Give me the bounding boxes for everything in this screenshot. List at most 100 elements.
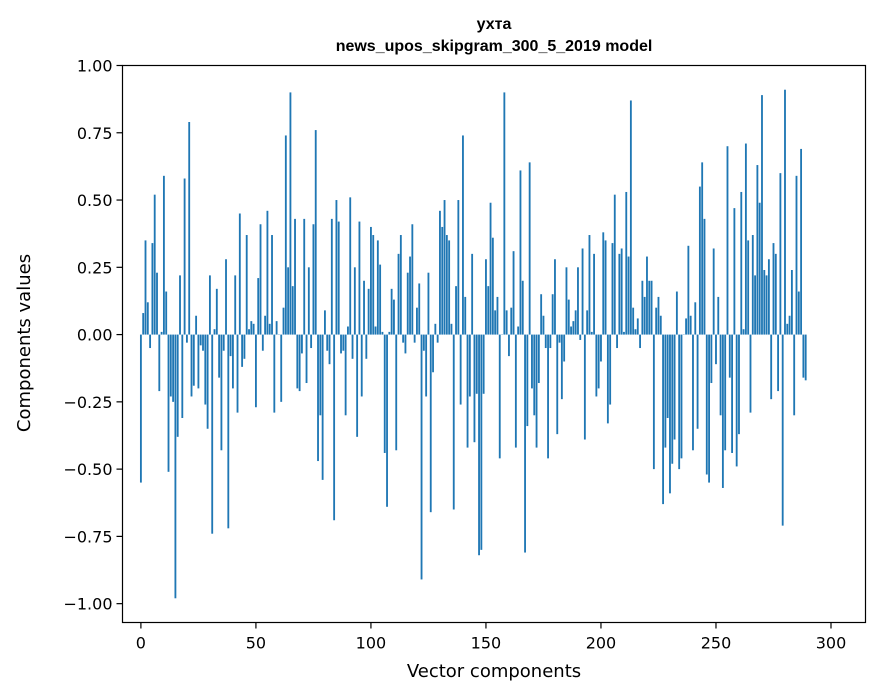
bar-289 xyxy=(804,334,807,381)
bar-84 xyxy=(333,334,336,521)
bar-58 xyxy=(273,334,276,413)
chart-title: ухта xyxy=(477,16,512,33)
bar-156 xyxy=(498,334,501,459)
bars-group xyxy=(139,89,807,599)
bar-123 xyxy=(422,334,425,351)
bar-207 xyxy=(616,334,618,349)
bar-68 xyxy=(296,334,299,389)
y-tick-label: −0.50 xyxy=(63,460,112,479)
bar-280 xyxy=(784,89,786,335)
bar-65 xyxy=(289,92,292,335)
bar-42 xyxy=(236,334,239,413)
bar-154 xyxy=(494,310,497,335)
bar-62 xyxy=(282,307,285,335)
bar-176 xyxy=(544,334,547,349)
bar-259 xyxy=(735,334,738,467)
bar-228 xyxy=(664,334,667,448)
bar-237 xyxy=(685,318,687,335)
bar-63 xyxy=(284,135,287,335)
bar-199 xyxy=(597,334,600,389)
bar-32 xyxy=(213,329,216,335)
bar-185 xyxy=(565,267,568,335)
bar-6 xyxy=(153,194,156,335)
bar-183 xyxy=(560,334,563,400)
bar-160 xyxy=(508,334,510,357)
bar-61 xyxy=(280,334,283,402)
bar-73 xyxy=(307,267,310,335)
bar-28 xyxy=(204,334,207,405)
bar-113 xyxy=(399,235,402,335)
x-axis-label: Vector components xyxy=(407,661,581,682)
bar-196 xyxy=(590,331,593,335)
bar-103 xyxy=(376,240,379,335)
bar-152 xyxy=(489,202,492,335)
bar-205 xyxy=(611,243,614,335)
bar-129 xyxy=(436,334,439,343)
bar-192 xyxy=(581,248,584,335)
bar-0 xyxy=(139,334,142,483)
bar-66 xyxy=(291,286,294,335)
bar-37 xyxy=(225,259,227,335)
bar-189 xyxy=(574,310,577,335)
bar-177 xyxy=(547,334,549,459)
bar-193 xyxy=(583,334,586,440)
bar-92 xyxy=(351,334,354,359)
bar-98 xyxy=(365,334,368,359)
bar-210 xyxy=(623,331,625,335)
bar-5 xyxy=(151,243,154,335)
bar-278 xyxy=(779,173,782,335)
bar-96 xyxy=(360,334,363,397)
bar-212 xyxy=(627,256,630,335)
bar-216 xyxy=(636,318,639,335)
bar-119 xyxy=(413,334,416,343)
bar-178 xyxy=(549,334,552,349)
bar-248 xyxy=(710,334,713,384)
bar-230 xyxy=(669,334,671,494)
plot-frame xyxy=(121,64,867,624)
bar-131 xyxy=(441,226,444,335)
bar-287 xyxy=(800,148,803,335)
bar-194 xyxy=(586,310,589,335)
bar-234 xyxy=(678,334,681,470)
bar-2 xyxy=(144,240,147,335)
bar-262 xyxy=(742,329,745,335)
bar-31 xyxy=(211,334,214,534)
bar-36 xyxy=(222,334,225,351)
bar-279 xyxy=(781,334,784,526)
bar-264 xyxy=(747,240,750,335)
bar-134 xyxy=(448,240,451,335)
bar-144 xyxy=(471,253,474,335)
bar-114 xyxy=(402,334,405,343)
bar-19 xyxy=(183,178,186,335)
bar-255 xyxy=(726,146,729,335)
bar-76 xyxy=(314,130,317,335)
bar-213 xyxy=(629,100,632,335)
y-tick-label: −0.75 xyxy=(63,527,112,546)
bar-35 xyxy=(220,334,223,451)
y-axis-label: Components values xyxy=(14,254,35,432)
bar-184 xyxy=(563,334,566,362)
bar-155 xyxy=(496,296,499,335)
bar-91 xyxy=(349,197,352,335)
bar-80 xyxy=(324,310,326,335)
y-axis: 1.00 0.75 0.50 0.25 0.00 −0.25 −0.50 −0.75 −1.00 xyxy=(63,57,123,614)
bar-146 xyxy=(475,334,478,394)
bar-121 xyxy=(418,283,421,335)
bar-190 xyxy=(577,267,579,335)
bar-240 xyxy=(692,334,694,451)
bar-117 xyxy=(409,256,411,335)
bar-72 xyxy=(305,334,308,384)
bar-271 xyxy=(763,270,766,335)
bar-269 xyxy=(758,202,761,335)
bar-125 xyxy=(427,272,430,335)
bar-111 xyxy=(395,334,398,451)
bar-277 xyxy=(777,334,780,392)
bar-173 xyxy=(537,334,540,384)
bar-143 xyxy=(468,334,471,397)
bar-9 xyxy=(160,331,163,335)
bar-133 xyxy=(445,235,448,335)
bar-180 xyxy=(554,259,556,335)
bar-55 xyxy=(266,210,269,335)
bar-50 xyxy=(254,334,257,408)
